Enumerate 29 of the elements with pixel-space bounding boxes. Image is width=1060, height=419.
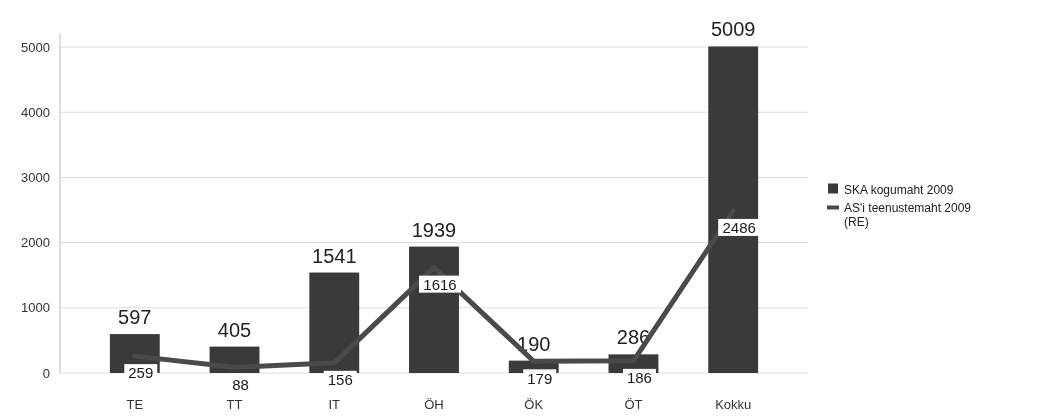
data-label: 88 (232, 375, 249, 393)
data-label: 1939 (411, 218, 457, 241)
data-label: 186 (626, 369, 652, 387)
x-tick-label: ÖK (524, 397, 544, 412)
data-label: 179 (527, 369, 553, 387)
x-tick-label: TT (226, 397, 243, 412)
y-tick-label: 5000 (21, 39, 50, 55)
data-label: 5009 (710, 18, 756, 41)
data-label: 259 (128, 364, 154, 382)
data-label: 2486 (722, 219, 756, 237)
data-label: 156 (327, 371, 353, 389)
legend-label: SKA kogumaht 2009 (844, 182, 954, 197)
legend-label: AS'i teenustemaht 2009 (RE) (844, 200, 972, 230)
data-label: 405 (217, 318, 252, 341)
bar (309, 272, 360, 373)
data-label: 1616 (423, 275, 457, 293)
x-tick-label: Kokku (715, 397, 752, 412)
x-tick-label: TE (126, 397, 144, 412)
x-tick-label: ÖT (624, 397, 643, 412)
bar (708, 46, 759, 373)
x-tick-label: ÖH (424, 397, 444, 412)
y-tick-label: 4000 (21, 104, 50, 120)
y-tick-label: 2000 (21, 235, 50, 251)
data-label: 597 (118, 306, 152, 329)
y-tick-label: 3000 (21, 169, 50, 185)
y-tick-label: 0 (42, 365, 50, 381)
y-tick-label: 1000 (21, 300, 50, 316)
data-label: 1541 (312, 244, 357, 267)
x-tick-label: IT (328, 397, 341, 412)
